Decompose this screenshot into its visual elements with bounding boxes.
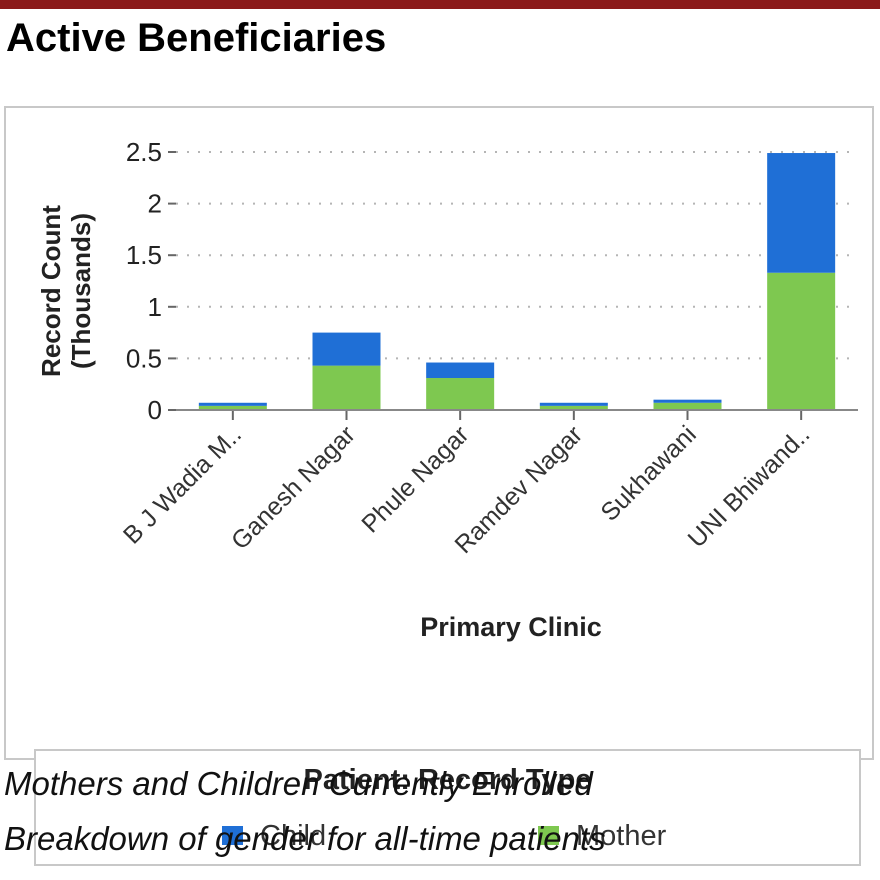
y-axis-subtitle: (Thousands) xyxy=(66,213,96,369)
legend-label-child: Child xyxy=(260,820,327,852)
legend-title: Patient: Record Type xyxy=(303,764,592,796)
x-tick-label: Sukhawani xyxy=(595,420,701,526)
bar-child xyxy=(426,362,495,379)
y-tick-label: 1 xyxy=(148,292,162,322)
x-tick-label: Phule Nagar xyxy=(356,420,474,538)
legend-swatch-mother xyxy=(538,826,559,845)
bar-mother xyxy=(312,365,381,410)
y-tick-label: 0.5 xyxy=(126,343,162,373)
y-tick-label: 2 xyxy=(148,189,162,219)
bar-child xyxy=(653,399,722,403)
top-accent-bar xyxy=(0,0,880,9)
legend-swatch-child xyxy=(222,826,243,845)
legend-label-mother: Mother xyxy=(576,820,667,852)
x-axis-title: Primary Clinic xyxy=(420,612,602,642)
y-tick-label: 0 xyxy=(148,395,162,425)
chart-panel: 0 0.5 1 1.5 2 2.5 Record Count (Thousands) B J W… xyxy=(4,106,874,866)
x-tick-label: B J Wadia M.. xyxy=(118,420,247,549)
page-title: Active Beneficiaries xyxy=(6,16,387,60)
x-tick-label: UNI Bhiwand.. xyxy=(683,420,816,553)
bar-mother xyxy=(653,402,722,410)
y-axis-title: Record Count xyxy=(36,205,66,377)
bar-child xyxy=(539,402,608,406)
bar-mother xyxy=(198,405,267,410)
bar-child xyxy=(767,153,836,273)
caption-primary: Mothers and Children Currently Enrolled xyxy=(4,765,593,802)
bar-chart: 0 0.5 1 1.5 2 2.5 Record Count (Thousands) B J W… xyxy=(36,137,858,642)
bar-mother xyxy=(767,272,836,410)
bar-child xyxy=(312,332,381,366)
caption-secondary: Breakdown of gender for all-time patient… xyxy=(4,820,606,857)
legend: Patient: Record Type Child Mother xyxy=(34,749,861,866)
y-tick-label: 2.5 xyxy=(126,137,162,167)
bar-mother xyxy=(539,405,608,410)
bar-child xyxy=(198,402,267,406)
bar-mother xyxy=(426,378,495,410)
y-tick-label: 1.5 xyxy=(126,240,162,270)
